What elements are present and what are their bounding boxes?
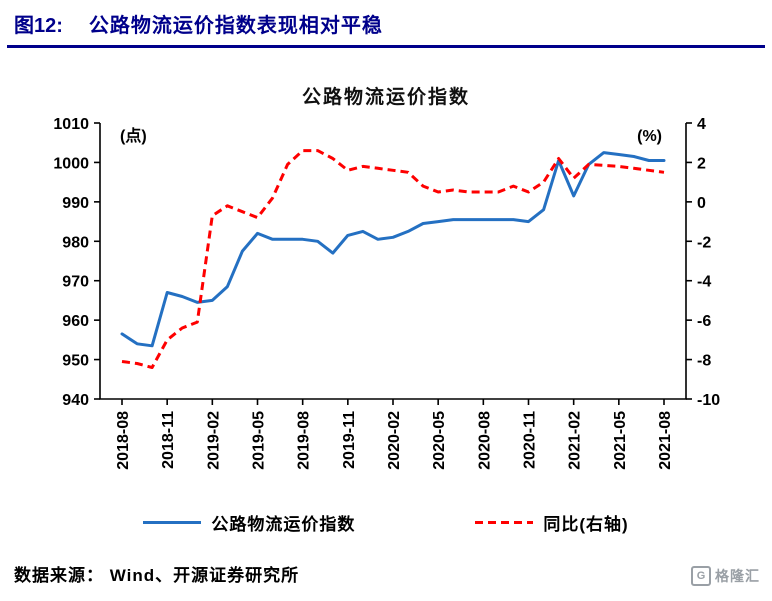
right-axis-tick-label: 4 [697,116,706,133]
right-axis-tick-label: 2 [697,155,706,172]
x-axis-tick-label: 2020-11 [522,411,539,469]
right-axis-tick-label: -2 [697,234,711,251]
chart-plot: (点) (%) 1010 1000 990 980 970 960 950 940 4 2 0 -2 -… [53,116,720,470]
left-axis-unit: (点) [120,126,147,145]
chart-legend: 公路物流运价指数 同比(右轴) [0,510,772,535]
left-axis-tick-label: 990 [62,195,89,212]
legend-line-solid [143,521,202,524]
left-axis-tick-label: 970 [62,274,89,291]
figure-header: 图12: 公路物流运价指数表现相对平稳 [0,0,772,38]
gelonghui-logo-icon: G [691,566,711,586]
x-axis-tick-label: 2018-11 [160,411,177,469]
data-source: 数据来源： Wind、开源证券研究所 [14,566,300,585]
footer: 数据来源： Wind、开源证券研究所 G 格隆汇 [0,561,772,586]
right-axis-unit: (%) [637,128,662,145]
left-axis-tick-label: 1000 [53,155,89,172]
header-rule [7,45,765,48]
left-axis-tick-label: 960 [62,313,89,330]
legend-item-index: 公路物流运价指数 [143,510,355,535]
legend-line-dashed [475,521,534,524]
x-axis-tick-label: 2021-02 [567,411,584,470]
x-axis-tick-label: 2019-05 [251,411,268,470]
x-axis-tick-label: 2019-02 [205,411,222,470]
x-axis-tick-label: 2018-08 [115,411,132,470]
left-axis-tick-label: 950 [62,353,89,370]
right-axis-tick-label: -4 [697,274,711,291]
legend-item-yoy: 同比(右轴) [475,510,628,535]
series-line-0 [120,151,666,348]
x-axis-tick-label: 2020-08 [476,411,493,470]
x-axis-tick-label: 2020-05 [431,411,448,470]
left-axis-tick-label: 1010 [53,116,89,133]
series-line-1 [121,149,665,369]
right-axis-tick-label: 0 [697,195,706,212]
x-axis-tick-label: 2021-05 [612,411,629,470]
figure-label: 图12: [14,15,63,37]
left-axis-tick-label: 980 [62,234,89,251]
right-axis-tick-label: -10 [697,392,720,409]
x-axis-tick-label: 2021-08 [657,411,674,470]
figure-title: 公路物流运价指数表现相对平稳 [88,15,383,37]
left-axis-tick-label: 940 [62,392,89,409]
legend-label-yoy: 同比(右轴) [543,515,629,534]
legend-label-index: 公路物流运价指数 [211,515,356,534]
x-axis-tick-label: 2020-02 [386,411,403,470]
right-axis-tick-label: -8 [697,353,711,370]
gelonghui-logo: G 格隆汇 [691,566,760,586]
x-axis-tick-label: 2019-08 [296,411,313,470]
chart-title: 公路物流运价指数 [301,87,470,108]
right-axis-tick-label: -6 [697,313,711,330]
x-axis-tick-label: 2019-11 [341,411,358,469]
gelonghui-logo-text: 格隆汇 [715,568,760,584]
